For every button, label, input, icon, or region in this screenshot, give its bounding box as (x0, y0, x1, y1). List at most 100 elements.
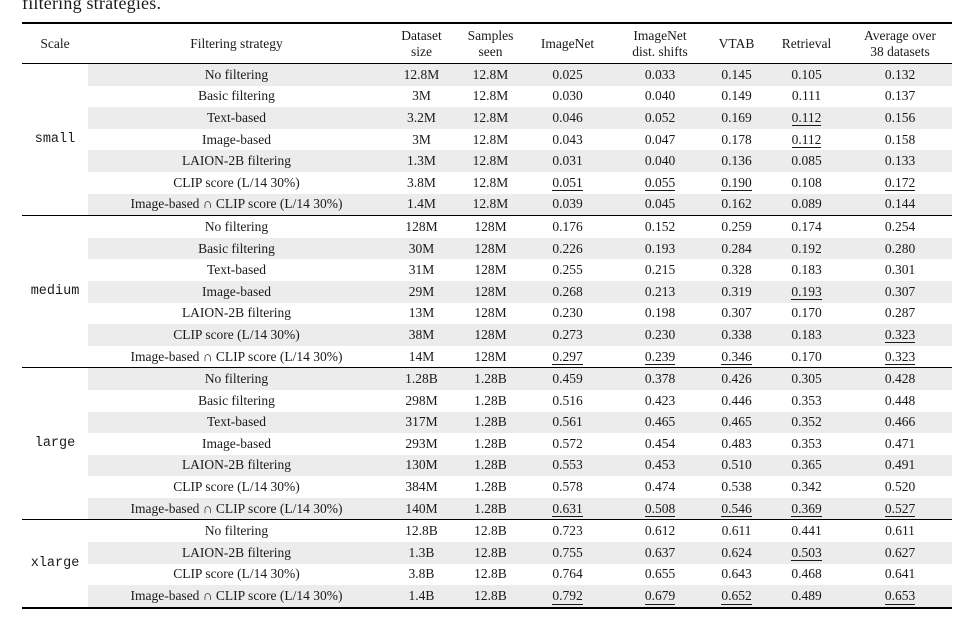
imagenet-cell: 0.255 (552, 262, 583, 278)
dist_shifts-cell: 0.045 (612, 193, 708, 216)
average-cell: 0.280 (848, 237, 952, 260)
average-cell: 0.172 (848, 172, 952, 194)
average-cell: 0.323 (848, 324, 952, 346)
imagenet-cell: 0.030 (552, 88, 583, 104)
average-cell: 0.653 (848, 585, 952, 608)
dataset_size-cell: 3M (412, 131, 431, 147)
imagenet-cell: 0.230 (552, 305, 583, 321)
underlined-value: 0.112 (791, 131, 822, 149)
column-header-samples_seen: Samples seen (458, 23, 523, 64)
retrieval-cell: 0.468 (791, 566, 822, 582)
dataset_size-cell: 3.8M (407, 174, 436, 190)
dataset_size-cell: 1.4B (385, 585, 458, 608)
imagenet-cell: 0.792 (523, 585, 612, 608)
average-cell: 0.428 (848, 367, 952, 390)
dataset_size-cell: 130M (385, 454, 458, 477)
average-cell: 0.254 (884, 218, 916, 234)
scale-cell-large: large (22, 367, 88, 520)
dist_shifts-cell: 0.637 (612, 542, 708, 564)
vtab-cell: 0.162 (708, 193, 765, 216)
strategy-cell: Basic filtering (198, 392, 275, 408)
samples_seen-cell: 12.8M (472, 131, 509, 147)
scale-cell-medium: medium (22, 215, 88, 368)
retrieval-cell: 0.365 (765, 454, 848, 477)
samples_seen-cell: 128M (474, 218, 507, 234)
dataset_size-cell: 317M (385, 411, 458, 434)
dist_shifts-cell: 0.612 (644, 523, 676, 539)
imagenet-cell: 0.025 (523, 63, 612, 86)
vtab-cell: 0.149 (721, 88, 752, 104)
table-row: LAION-2B filtering 13M 128M 0.230 0.198 0.307… (22, 303, 952, 325)
imagenet-cell: 0.516 (552, 392, 583, 408)
table-row: Text-based 31M 128M 0.255 0.215 0.328 0.183 0.3… (22, 259, 952, 281)
strategy-cell: Basic filtering (88, 237, 385, 260)
column-header-vtab: VTAB (708, 23, 765, 64)
vtab-cell: 0.145 (708, 63, 765, 86)
dist_shifts-cell: 0.047 (644, 131, 676, 147)
average-cell: 0.156 (848, 107, 952, 129)
vtab-cell: 0.426 (708, 367, 765, 390)
scale-group-small: small No filtering 12.8M 12.8M 0.025 0.033 0.1… (22, 63, 952, 216)
retrieval-cell: 0.193 (765, 280, 848, 303)
table-row: xlarge No filtering 12.8B 12.8B 0.723 0.612 0.… (22, 519, 952, 608)
dist_shifts-cell: 0.474 (644, 479, 676, 495)
dist_shifts-cell: 0.230 (612, 324, 708, 346)
average-cell: 0.133 (848, 150, 952, 172)
dist_shifts-cell: 0.040 (644, 88, 676, 104)
column-header-scale: Scale (22, 23, 88, 64)
vtab-cell: 0.328 (721, 262, 752, 278)
average-cell: 0.641 (884, 566, 916, 582)
strategy-cell: LAION-2B filtering (181, 305, 292, 321)
table-row: large No filtering 1.28B 1.28B 0.459 0.378 0.4… (22, 367, 952, 520)
underlined-value: 0.631 (552, 500, 583, 518)
samples_seen-cell: 128M (458, 324, 523, 346)
retrieval-cell: 0.105 (765, 63, 848, 86)
strategy-cell: Image-based (202, 435, 271, 451)
underlined-value: 0.503 (791, 544, 822, 562)
retrieval-cell: 0.183 (791, 262, 822, 278)
table-row: Image-based 3M 12.8M 0.043 0.047 0.178 0.112 0.… (22, 129, 952, 151)
strategy-cell: Text-based (88, 107, 385, 129)
strategy-cell: LAION-2B filtering (88, 454, 385, 477)
table-row: Basic filtering 3M 12.8M 0.030 0.040 0.149 0.1… (22, 86, 952, 108)
vtab-cell: 0.136 (708, 150, 765, 172)
average-cell: 0.307 (848, 280, 952, 303)
dataset_size-cell: 3M (412, 88, 431, 104)
average-cell: 0.287 (884, 305, 916, 321)
samples_seen-cell: 12.8M (458, 107, 523, 129)
column-header-imagenet: ImageNet (523, 23, 612, 64)
strategy-cell: No filtering (88, 367, 385, 390)
retrieval-cell: 0.353 (791, 392, 822, 408)
average-cell: 0.137 (884, 88, 916, 104)
underlined-value: 0.653 (884, 588, 916, 605)
table-row: LAION-2B filtering 1.3M 12.8M 0.031 0.040 0.1… (22, 150, 952, 172)
imagenet-cell: 0.268 (523, 280, 612, 303)
strategy-cell: Image-based (202, 131, 271, 147)
scale-cell-xlarge: xlarge (22, 519, 88, 608)
samples_seen-cell: 1.28B (474, 479, 507, 495)
underlined-value: 0.297 (552, 348, 583, 366)
strategy-cell: Image-based ∩ CLIP score (L/14 30%) (88, 585, 385, 608)
samples_seen-cell: 1.28B (458, 497, 523, 520)
imagenet-cell: 0.273 (523, 324, 612, 346)
underlined-value: 0.051 (552, 174, 583, 192)
vtab-cell: 0.338 (708, 324, 765, 346)
imagenet-cell: 0.764 (552, 566, 583, 582)
vtab-cell: 0.178 (721, 131, 752, 147)
underlined-value: 0.527 (884, 500, 916, 518)
retrieval-cell: 0.352 (765, 411, 848, 434)
imagenet-cell: 0.046 (523, 107, 612, 129)
strategy-cell: CLIP score (L/14 30%) (173, 566, 300, 582)
average-cell: 0.448 (884, 392, 916, 408)
underlined-value: 0.323 (884, 326, 916, 344)
retrieval-cell: 0.085 (765, 150, 848, 172)
column-header-average: Average over 38 datasets (848, 23, 952, 64)
average-cell: 0.158 (884, 131, 916, 147)
table-row: CLIP score (L/14 30%) 3.8M 12.8M 0.051 0.055… (22, 172, 952, 194)
underlined-value: 0.193 (791, 283, 822, 301)
average-cell: 0.627 (848, 542, 952, 564)
imagenet-cell: 0.459 (523, 367, 612, 390)
samples_seen-cell: 12.8B (474, 566, 507, 582)
strategy-cell: CLIP score (L/14 30%) (88, 324, 385, 346)
samples_seen-cell: 128M (458, 237, 523, 260)
